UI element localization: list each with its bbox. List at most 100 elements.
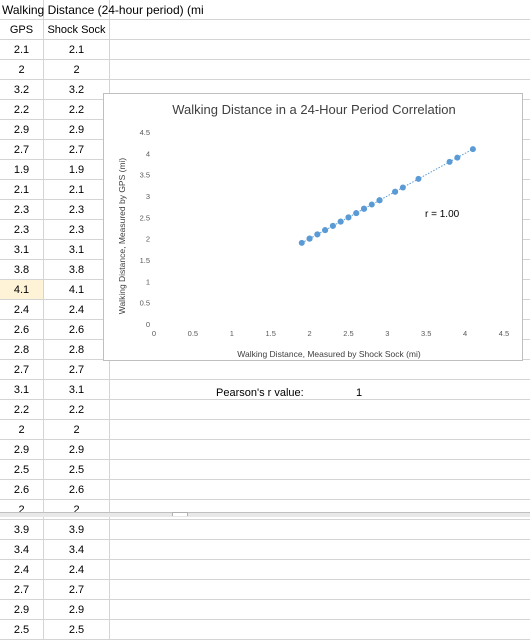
gps-cell[interactable]: 2.7	[0, 580, 44, 600]
gps-cell[interactable]: 3.4	[0, 540, 44, 560]
gps-cell[interactable]: 2.1	[0, 180, 44, 200]
shock-sock-cell[interactable]: 2.3	[44, 200, 110, 220]
shock-sock-cell[interactable]: 2.9	[44, 440, 110, 460]
gps-cell[interactable]: 2.3	[0, 220, 44, 240]
cell[interactable]	[110, 420, 530, 440]
gps-cell[interactable]: 1.9	[0, 160, 44, 180]
shock-sock-cell[interactable]: 2	[44, 500, 110, 520]
gps-cell[interactable]: 2.9	[0, 600, 44, 620]
data-point	[469, 146, 476, 153]
shock-sock-cell[interactable]: 3.1	[44, 380, 110, 400]
shock-sock-cell[interactable]: 2.4	[44, 300, 110, 320]
gps-cell[interactable]: 2.8	[0, 340, 44, 360]
shock-sock-cell[interactable]: 2.6	[44, 480, 110, 500]
gps-cell[interactable]: 4.1	[0, 280, 44, 300]
cell[interactable]	[110, 540, 530, 560]
header-row: GPS Shock Sock	[0, 20, 530, 40]
shock-sock-cell[interactable]: 2.3	[44, 220, 110, 240]
shock-sock-cell[interactable]: 2.2	[44, 400, 110, 420]
shock-sock-cell[interactable]: 1.9	[44, 160, 110, 180]
cell[interactable]	[110, 460, 530, 480]
cell[interactable]	[110, 560, 530, 580]
shock-sock-header-cell[interactable]: Shock Sock	[44, 20, 110, 40]
x-axis-title: Walking Distance, Measured by Shock Sock…	[237, 349, 421, 359]
gps-cell[interactable]: 2.6	[0, 320, 44, 340]
cell[interactable]	[110, 0, 530, 20]
x-tick-label: 2.5	[343, 329, 353, 338]
gps-cell[interactable]: 2.2	[0, 100, 44, 120]
cell[interactable]	[110, 360, 530, 380]
gps-cell[interactable]: 2	[0, 500, 44, 520]
shock-sock-cell[interactable]: 2.5	[44, 460, 110, 480]
shock-sock-cell[interactable]: 2	[44, 420, 110, 440]
cell[interactable]	[110, 580, 530, 600]
gps-cell[interactable]: 3.1	[0, 240, 44, 260]
table-row: 2.6 2.6	[0, 480, 530, 500]
shock-sock-cell[interactable]: 2.7	[44, 580, 110, 600]
cell[interactable]	[110, 400, 530, 420]
y-axis-title: Walking Distance, Measured by GPS (mi)	[117, 158, 127, 315]
gps-cell[interactable]: 2.7	[0, 360, 44, 380]
gps-cell[interactable]: 2.3	[0, 200, 44, 220]
gps-cell[interactable]: 3.2	[0, 80, 44, 100]
shock-sock-cell[interactable]: 3.2	[44, 80, 110, 100]
shock-sock-cell[interactable]: 2.9	[44, 600, 110, 620]
gps-cell[interactable]: 3.8	[0, 260, 44, 280]
data-point	[399, 184, 406, 191]
gps-cell[interactable]: 2.5	[0, 620, 44, 640]
cell[interactable]	[110, 440, 530, 460]
shock-sock-cell[interactable]: 2.1	[44, 40, 110, 60]
cell[interactable]	[110, 600, 530, 620]
cell[interactable]	[0, 0, 44, 20]
gps-cell[interactable]: 2.1	[0, 40, 44, 60]
gps-cell[interactable]: 3.9	[0, 520, 44, 540]
gps-cell[interactable]: 2.9	[0, 120, 44, 140]
table-row: 3.1 3.1	[0, 380, 530, 400]
shock-sock-cell[interactable]: 3.1	[44, 240, 110, 260]
gps-header-cell[interactable]: GPS	[0, 20, 44, 40]
table-row: 2.1 2.1	[0, 40, 530, 60]
shock-sock-cell[interactable]: 3.8	[44, 260, 110, 280]
gps-cell[interactable]: 3.1	[0, 380, 44, 400]
gps-cell[interactable]: 2	[0, 60, 44, 80]
gps-cell[interactable]: 2.2	[0, 400, 44, 420]
shock-sock-cell[interactable]: 2	[44, 60, 110, 80]
gps-cell[interactable]: 2.5	[0, 460, 44, 480]
cell[interactable]	[110, 380, 530, 400]
sheet-tab[interactable]	[172, 512, 188, 516]
cell[interactable]	[110, 20, 530, 40]
cell[interactable]	[110, 620, 530, 640]
gps-cell[interactable]: 2.4	[0, 560, 44, 580]
shock-sock-cell[interactable]: 2.6	[44, 320, 110, 340]
gps-cell[interactable]: 2.6	[0, 480, 44, 500]
pearson-value[interactable]: 1	[356, 387, 363, 399]
shock-sock-cell[interactable]: 3.9	[44, 520, 110, 540]
gps-cell[interactable]: 2.4	[0, 300, 44, 320]
shock-sock-cell[interactable]: 2.5	[44, 620, 110, 640]
gps-cell[interactable]: 2.7	[0, 140, 44, 160]
cell[interactable]	[110, 500, 530, 520]
shock-sock-cell[interactable]: 4.1	[44, 280, 110, 300]
shock-sock-cell[interactable]: 2.2	[44, 100, 110, 120]
gps-cell[interactable]: 2	[0, 420, 44, 440]
cell[interactable]	[110, 480, 530, 500]
shock-sock-cell[interactable]: 3.4	[44, 540, 110, 560]
cell[interactable]	[110, 520, 530, 540]
shock-sock-cell[interactable]: 2.9	[44, 120, 110, 140]
pearson-label[interactable]: Pearson's r value:	[216, 387, 304, 399]
shock-sock-cell[interactable]: 2.4	[44, 560, 110, 580]
y-tick-label: 4.5	[140, 128, 150, 137]
y-tick-label: 1	[146, 277, 150, 286]
shock-sock-cell[interactable]: 2.8	[44, 340, 110, 360]
data-point	[306, 235, 313, 242]
sheet-title-cell[interactable]: Walking Distance (24-hour period) (mi	[2, 3, 204, 17]
cell[interactable]	[44, 0, 110, 20]
scatter-chart[interactable]: Walking Distance in a 24-Hour Period Cor…	[103, 93, 523, 361]
shock-sock-cell[interactable]: 2.7	[44, 140, 110, 160]
gps-cell[interactable]: 2.9	[0, 440, 44, 460]
cell[interactable]	[110, 40, 530, 60]
shock-sock-cell[interactable]: 2.7	[44, 360, 110, 380]
shock-sock-cell[interactable]: 2.1	[44, 180, 110, 200]
cell[interactable]	[110, 60, 530, 80]
